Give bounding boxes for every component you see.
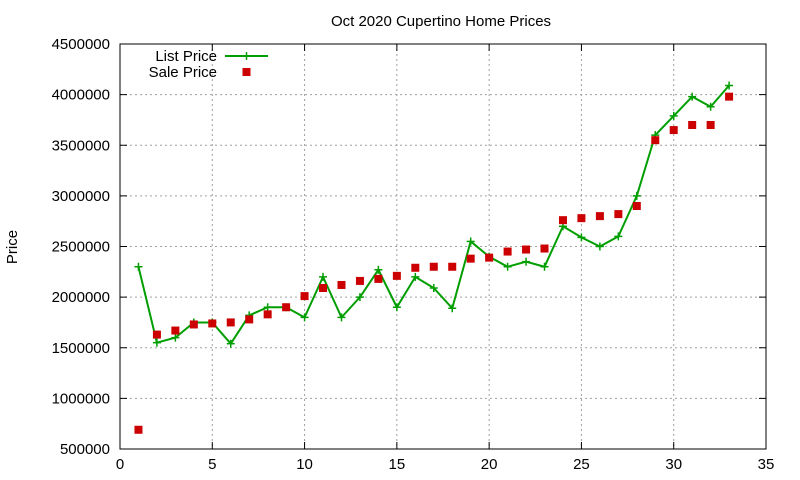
- legend-marker-sale-price: [242, 68, 251, 76]
- data-point-list-price: [152, 338, 161, 347]
- series-line-list-price: [137, 84, 730, 346]
- data-point-sale-price: [245, 315, 254, 324]
- data-point-sale-price: [706, 121, 715, 129]
- data-point-list-price: [632, 191, 641, 200]
- data-point-list-price: [411, 272, 420, 281]
- chart-title: Oct 2020 Cupertino Home Prices: [331, 13, 551, 30]
- data-point-list-price: [355, 293, 364, 302]
- y-tick-label: 2500000: [52, 239, 110, 256]
- data-point-sale-price: [208, 319, 217, 328]
- data-point-sale-price: [171, 326, 180, 335]
- data-point-list-price: [226, 339, 235, 348]
- legend-key-list-price: [225, 52, 268, 60]
- y-tick-label: 3500000: [52, 137, 110, 154]
- legend-label-list-price: List Price: [155, 48, 217, 65]
- data-point-list-price: [374, 265, 383, 274]
- data-point-list-price: [614, 232, 623, 241]
- x-tick-label: 5: [208, 456, 216, 473]
- data-point-sale-price: [134, 425, 143, 434]
- series-layer: [134, 81, 734, 434]
- data-point-list-price: [134, 262, 143, 271]
- data-point-sale-price: [263, 310, 272, 319]
- data-point-list-price: [725, 81, 734, 90]
- data-point-sale-price: [319, 284, 328, 293]
- grid: [120, 44, 766, 449]
- data-point-sale-price: [448, 262, 457, 271]
- data-point-list-price: [540, 262, 549, 271]
- y-tick-label: 4500000: [52, 36, 110, 53]
- x-tick-label: 15: [389, 456, 406, 473]
- data-point-sale-price: [595, 212, 604, 221]
- data-point-list-price: [429, 284, 438, 293]
- plot-frame: [119, 43, 767, 450]
- x-tick-label: 25: [573, 456, 590, 473]
- data-point-sale-price: [522, 245, 531, 254]
- data-point-sale-price: [614, 210, 623, 219]
- x-tick-label: 35: [758, 456, 775, 473]
- y-tick-label: 500000: [60, 441, 110, 458]
- y-axis-label: Price: [4, 230, 21, 264]
- x-tick-labels: 0 5 10 15 20 25 30 35: [116, 456, 775, 473]
- data-point-sale-price: [485, 253, 494, 262]
- data-point-list-price: [595, 242, 604, 251]
- legend: List Price Sale Price: [149, 48, 268, 81]
- data-point-list-price: [337, 313, 346, 322]
- y-tick-label: 4000000: [52, 87, 110, 104]
- data-point-sale-price: [374, 274, 383, 283]
- data-point-list-price: [706, 102, 715, 111]
- legend-label-sale-price: Sale Price: [149, 64, 217, 81]
- data-point-sale-price: [540, 244, 549, 253]
- data-point-list-price: [448, 304, 457, 313]
- data-point-sale-price: [651, 136, 660, 145]
- y-tick-label: 3000000: [52, 188, 110, 205]
- y-tick-labels: 500000 1000000 1500000 2000000 2500000 300000…: [52, 36, 110, 458]
- data-point-sale-price: [725, 92, 734, 101]
- x-tick-label: 0: [116, 456, 124, 473]
- y-tick-label: 1000000: [52, 390, 110, 407]
- data-point-list-price: [669, 111, 678, 120]
- x-tick-label: 20: [481, 456, 498, 473]
- data-point-sale-price: [226, 318, 235, 327]
- data-point-sale-price: [355, 276, 364, 285]
- series-list-price: [134, 81, 734, 348]
- data-point-list-price: [688, 92, 697, 101]
- data-point-list-price: [503, 262, 512, 271]
- data-point-sale-price: [632, 202, 641, 210]
- legend-marker-list-price: [242, 52, 251, 60]
- data-point-sale-price: [429, 262, 438, 271]
- legend-key-sale-price: [242, 68, 251, 76]
- data-point-list-price: [577, 233, 586, 242]
- data-point-sale-price: [466, 254, 475, 263]
- data-point-list-price: [466, 237, 475, 246]
- data-point-list-price: [300, 313, 309, 322]
- data-point-sale-price: [152, 330, 161, 339]
- data-point-list-price: [171, 333, 180, 342]
- x-tick-label: 10: [296, 456, 313, 473]
- x-tick-label: 30: [665, 456, 682, 473]
- data-point-sale-price: [577, 214, 586, 223]
- data-point-list-price: [263, 303, 272, 312]
- data-point-sale-price: [503, 247, 512, 256]
- series-sale-price: [134, 92, 734, 434]
- data-point-sale-price: [282, 303, 291, 312]
- data-point-sale-price: [558, 216, 567, 225]
- data-point-sale-price: [411, 263, 420, 272]
- data-point-sale-price: [189, 320, 198, 329]
- data-point-sale-price: [392, 271, 401, 280]
- data-point-list-price: [522, 257, 531, 266]
- data-point-list-price: [392, 303, 401, 312]
- data-point-sale-price: [300, 292, 309, 301]
- data-point-sale-price: [669, 126, 678, 135]
- data-point-sale-price: [337, 280, 346, 289]
- data-point-list-price: [319, 272, 328, 281]
- y-tick-label: 1500000: [52, 340, 110, 357]
- data-point-sale-price: [688, 121, 697, 129]
- y-tick-label: 2000000: [52, 289, 110, 306]
